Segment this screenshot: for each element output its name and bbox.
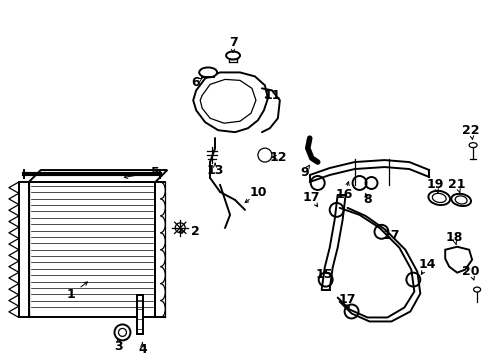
Text: 7: 7 — [228, 36, 237, 49]
Text: 17: 17 — [382, 229, 399, 242]
Polygon shape — [193, 72, 267, 132]
Polygon shape — [29, 170, 167, 182]
Bar — [137, 294, 143, 334]
Ellipse shape — [225, 51, 240, 59]
Text: 11: 11 — [263, 89, 280, 102]
Text: 17: 17 — [303, 192, 320, 204]
Ellipse shape — [199, 67, 217, 77]
Text: 6: 6 — [190, 76, 199, 89]
Polygon shape — [444, 247, 471, 273]
Text: 2: 2 — [190, 225, 199, 238]
Text: 18: 18 — [445, 231, 462, 244]
Text: 14: 14 — [418, 258, 435, 271]
Text: 16: 16 — [335, 188, 352, 202]
Text: 3: 3 — [114, 340, 122, 353]
Ellipse shape — [450, 194, 470, 206]
Text: 15: 15 — [315, 268, 333, 281]
Text: 20: 20 — [462, 265, 479, 278]
Text: 4: 4 — [138, 343, 146, 356]
Ellipse shape — [431, 193, 445, 203]
Ellipse shape — [454, 196, 466, 204]
Text: 10: 10 — [249, 186, 266, 199]
Bar — [29, 182, 155, 318]
Text: 8: 8 — [363, 193, 371, 206]
Text: 19: 19 — [426, 179, 443, 192]
Ellipse shape — [427, 191, 449, 205]
Text: 13: 13 — [206, 163, 224, 176]
Text: 22: 22 — [462, 124, 479, 137]
Text: 21: 21 — [447, 179, 465, 192]
Text: 12: 12 — [268, 150, 286, 163]
Text: 9: 9 — [300, 166, 308, 179]
Text: 17: 17 — [338, 293, 356, 306]
Text: 1: 1 — [66, 288, 75, 301]
Text: 5: 5 — [151, 166, 160, 179]
Ellipse shape — [473, 287, 480, 292]
Ellipse shape — [468, 143, 476, 148]
